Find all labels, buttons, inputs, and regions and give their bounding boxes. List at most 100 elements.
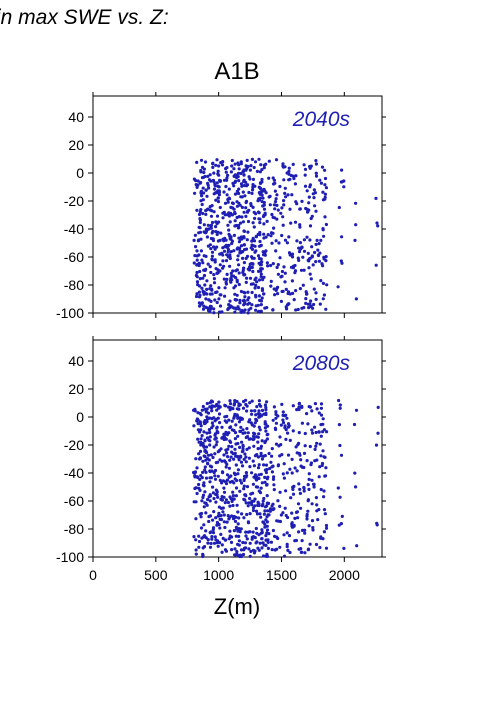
data-point xyxy=(251,221,255,225)
data-point xyxy=(302,238,306,242)
data-point xyxy=(254,304,258,308)
data-point xyxy=(241,540,245,545)
data-point xyxy=(319,423,323,427)
data-point xyxy=(257,278,262,282)
data-point xyxy=(209,214,214,218)
data-point xyxy=(338,406,342,410)
data-point xyxy=(215,214,220,218)
data-point xyxy=(237,543,241,547)
data-point xyxy=(220,163,225,167)
data-point xyxy=(204,227,208,231)
data-point xyxy=(242,484,246,488)
data-point xyxy=(247,547,251,551)
data-point xyxy=(340,514,344,519)
data-point xyxy=(262,412,266,416)
data-point xyxy=(263,403,267,407)
data-point xyxy=(263,251,267,255)
data-point xyxy=(248,401,252,405)
data-point xyxy=(298,491,302,495)
data-point xyxy=(235,550,239,554)
data-point xyxy=(214,516,218,520)
data-point xyxy=(246,504,250,508)
data-point xyxy=(272,483,276,487)
data-point xyxy=(254,526,258,531)
data-point xyxy=(222,264,226,268)
data-point xyxy=(244,534,248,538)
data-point xyxy=(317,507,321,512)
data-point xyxy=(244,280,248,284)
data-point xyxy=(322,489,326,493)
data-point xyxy=(251,548,256,552)
data-point xyxy=(353,471,357,475)
data-point xyxy=(308,256,312,260)
data-point xyxy=(216,474,220,478)
data-point xyxy=(206,453,211,457)
data-point xyxy=(271,508,275,512)
data-point xyxy=(214,220,218,224)
data-point xyxy=(287,166,291,170)
data-point xyxy=(209,541,213,546)
data-point xyxy=(308,183,312,187)
data-point xyxy=(234,223,238,228)
data-point xyxy=(197,539,202,544)
data-point xyxy=(217,297,221,301)
data-point xyxy=(270,548,274,552)
data-point xyxy=(263,420,267,424)
data-point xyxy=(281,421,286,425)
data-point xyxy=(228,504,232,508)
data-point xyxy=(236,258,240,262)
data-point xyxy=(239,417,243,421)
data-point xyxy=(314,542,319,547)
data-point xyxy=(281,472,285,476)
data-point xyxy=(205,503,209,507)
data-point xyxy=(297,431,301,435)
data-point xyxy=(241,268,245,272)
data-point xyxy=(262,232,266,236)
data-point xyxy=(374,263,378,267)
data-point xyxy=(197,212,202,217)
data-point xyxy=(202,292,206,296)
data-point xyxy=(315,441,319,445)
data-point xyxy=(288,438,292,442)
data-point xyxy=(253,432,257,436)
data-point xyxy=(240,440,244,444)
data-point xyxy=(302,249,307,253)
data-point xyxy=(210,409,214,413)
data-point xyxy=(251,530,255,534)
data-point xyxy=(227,196,231,200)
data-point xyxy=(216,495,220,499)
data-point xyxy=(276,292,280,296)
data-point xyxy=(228,534,232,538)
data-point xyxy=(301,283,305,287)
data-point xyxy=(244,475,248,479)
data-point xyxy=(209,476,213,480)
data-point xyxy=(231,490,235,494)
data-point xyxy=(266,233,270,237)
data-point xyxy=(217,164,221,168)
data-point xyxy=(260,481,264,485)
data-point xyxy=(211,528,215,532)
data-point xyxy=(239,237,243,241)
data-point xyxy=(228,234,232,238)
data-point xyxy=(272,405,276,409)
data-point xyxy=(283,186,287,190)
data-point xyxy=(260,260,264,264)
data-point xyxy=(313,425,317,429)
data-point xyxy=(194,548,198,552)
data-point xyxy=(236,522,240,526)
data-point xyxy=(244,214,248,218)
data-point xyxy=(310,409,314,413)
data-point xyxy=(202,175,206,179)
data-point xyxy=(198,421,202,426)
data-point xyxy=(202,191,206,195)
data-point xyxy=(260,288,265,293)
data-point xyxy=(195,208,199,212)
data-point xyxy=(293,182,297,186)
data-point xyxy=(263,468,267,472)
data-point xyxy=(247,456,251,460)
data-point xyxy=(233,219,237,223)
data-point xyxy=(208,480,212,484)
data-point xyxy=(212,496,216,501)
data-point xyxy=(303,431,307,436)
data-point xyxy=(215,300,219,305)
